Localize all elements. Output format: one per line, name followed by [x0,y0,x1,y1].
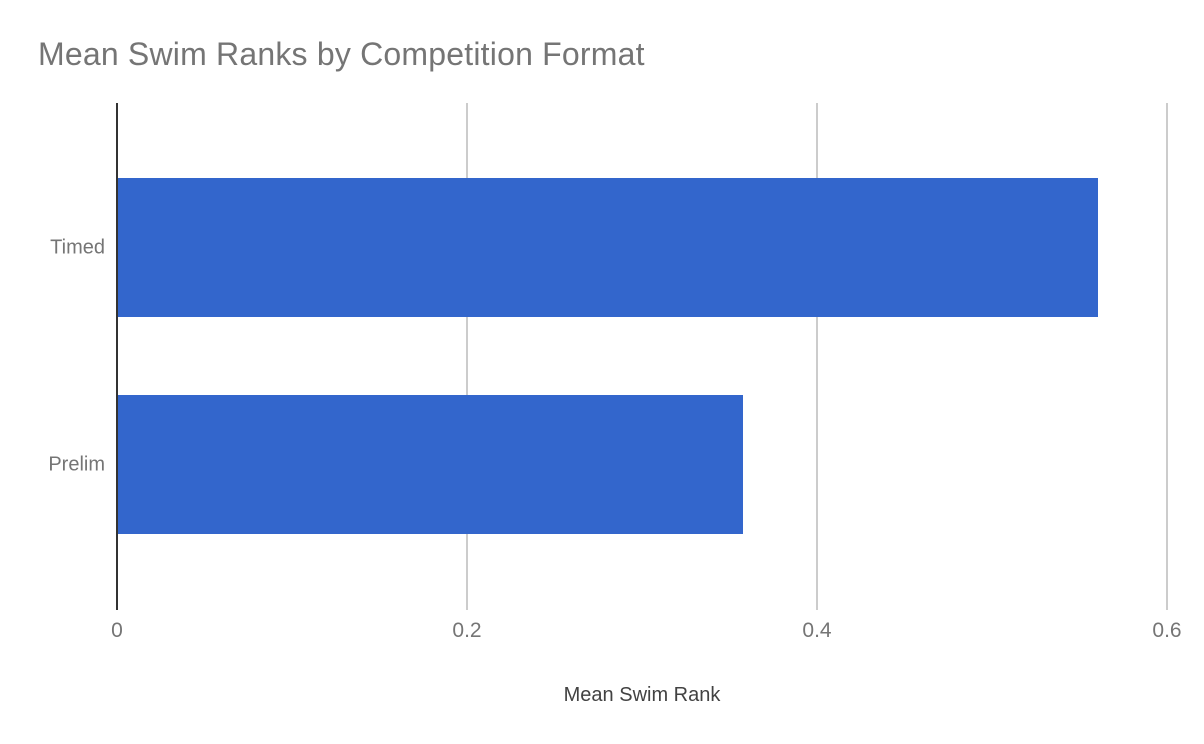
bar-timed [118,178,1098,317]
category-label-prelim: Prelim [48,453,105,475]
category-label-timed: Timed [50,236,105,258]
gridline-0.2 [466,103,468,610]
x-axis-title: Mean Swim Rank [563,684,721,706]
x-tick-label-0.6: 0.6 [1152,619,1182,642]
bar-prelim [118,395,743,534]
chart-title: Mean Swim Ranks by Competition Format [38,36,645,72]
plot-area [116,103,1168,610]
x-tick-label-0.2: 0.2 [452,619,482,642]
gridline-0.6 [1166,103,1168,610]
gridline-0.4 [816,103,818,610]
x-tick-label-0.4: 0.4 [802,619,832,642]
y-axis-line [116,103,118,610]
x-tick-label-0: 0 [111,619,123,642]
